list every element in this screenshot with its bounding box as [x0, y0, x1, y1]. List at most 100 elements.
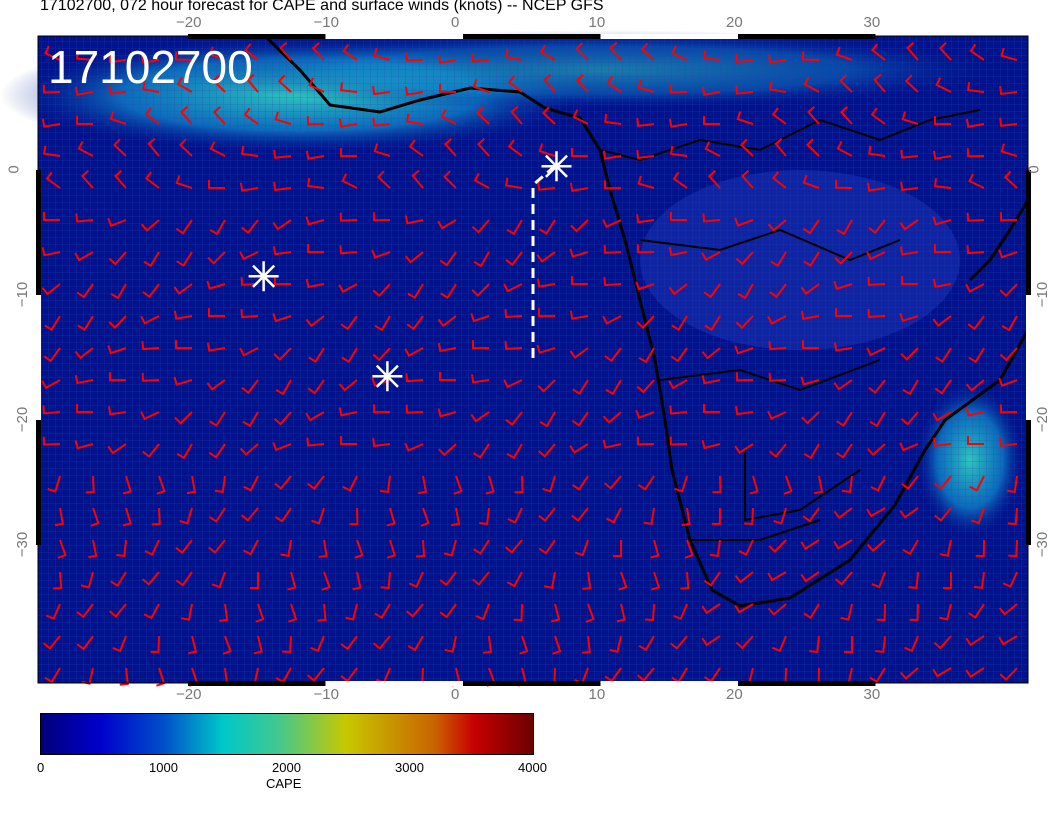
wind-barb — [933, 178, 952, 189]
frame-bar — [1026, 295, 1031, 420]
wind-barb — [536, 251, 556, 263]
wind-barb — [112, 635, 127, 653]
wind-barb — [76, 283, 94, 299]
wind-barb — [668, 379, 688, 390]
wind-barb — [372, 85, 391, 96]
wind-barb — [47, 475, 61, 493]
wind-barb — [538, 507, 556, 523]
colorbar-tick: 4000 — [518, 760, 547, 775]
wind-barb — [965, 379, 985, 392]
wind-barb — [208, 443, 226, 459]
wind-barb — [352, 571, 362, 591]
wind-barb — [305, 150, 325, 160]
wind-barb — [75, 115, 94, 125]
wind-barb — [339, 148, 358, 158]
asterisk-marker-icon — [372, 361, 403, 392]
wind-barb — [76, 603, 94, 619]
wind-barb — [701, 375, 721, 385]
wind-barb — [176, 443, 193, 460]
wind-barb — [602, 439, 622, 449]
wind-barb — [999, 283, 1018, 298]
wind-barb — [833, 379, 853, 391]
wind-barb — [734, 571, 754, 584]
wind-barb — [273, 411, 292, 426]
top-lon-tick: −20 — [176, 14, 202, 31]
wind-barb — [542, 475, 556, 493]
wind-barb — [735, 54, 754, 64]
wind-barb — [571, 475, 589, 491]
wind-barb — [637, 79, 655, 93]
wind-barb — [603, 277, 622, 287]
wind-barb — [305, 216, 325, 226]
wind-barb — [45, 603, 61, 620]
wind-barb — [239, 251, 259, 261]
wind-barbs — [41, 41, 1018, 687]
wind-barb — [538, 143, 556, 157]
wind-barb — [180, 603, 193, 621]
wind-barb — [899, 246, 919, 256]
wind-barb — [373, 143, 391, 157]
wind-barb — [539, 219, 556, 235]
wind-barb — [932, 411, 952, 422]
wind-barb — [605, 379, 622, 396]
wind-barb — [239, 347, 259, 357]
wind-barb — [243, 539, 259, 556]
frame-bar — [36, 295, 41, 420]
wind-barb — [581, 635, 591, 654]
wind-barb — [768, 341, 787, 351]
wind-barb — [173, 376, 193, 386]
wind-barb — [671, 315, 688, 331]
wind-barb — [307, 667, 325, 682]
wind-barb — [544, 571, 556, 589]
colorbar-tick: 1000 — [149, 760, 178, 775]
wind-barb — [207, 179, 226, 189]
wind-barb — [900, 276, 919, 286]
wind-barb — [209, 411, 226, 427]
wind-barb — [932, 667, 952, 678]
wind-barb — [613, 539, 623, 558]
wind-barb — [569, 248, 589, 258]
wind-barb — [144, 107, 160, 125]
wind-barb — [482, 635, 492, 654]
wind-barb — [342, 43, 358, 61]
wind-barb — [279, 41, 292, 61]
wind-barb — [321, 571, 331, 591]
wind-barb — [485, 475, 495, 495]
wind-barb — [208, 539, 226, 554]
wind-barb — [107, 443, 127, 455]
top-lon-tick: 10 — [588, 14, 606, 31]
wind-barb — [386, 507, 396, 527]
frame-bar — [1026, 420, 1031, 545]
wind-barb — [604, 347, 622, 363]
wind-barb — [513, 603, 523, 622]
wind-barb — [144, 171, 160, 189]
wind-barb — [800, 310, 820, 320]
wind-barb — [970, 507, 985, 525]
wind-barb — [143, 603, 160, 620]
wind-barb — [440, 283, 457, 299]
frame-bar — [600, 681, 738, 686]
wind-barb — [450, 507, 461, 527]
wind-barb — [505, 411, 523, 426]
wind-barb — [376, 170, 391, 189]
wind-barb — [507, 507, 523, 524]
wind-barb — [602, 219, 622, 229]
wind-barb — [174, 51, 193, 61]
wind-barb — [973, 571, 985, 589]
wind-barb — [637, 175, 655, 189]
wind-barb — [735, 315, 754, 330]
wind-barb — [569, 310, 589, 320]
wind-barb — [836, 140, 853, 157]
wind-barb — [603, 244, 622, 254]
wind-barb — [681, 507, 691, 527]
wind-barb — [673, 603, 688, 621]
wind-barb — [1003, 170, 1018, 189]
wind-barb — [806, 105, 820, 125]
wind-barb — [179, 507, 193, 525]
wind-barb — [904, 635, 919, 653]
wind-barb — [420, 507, 430, 527]
wind-barb — [371, 249, 391, 259]
wind-barb — [472, 78, 490, 93]
wind-barb — [471, 340, 490, 350]
colorbar — [40, 713, 534, 755]
